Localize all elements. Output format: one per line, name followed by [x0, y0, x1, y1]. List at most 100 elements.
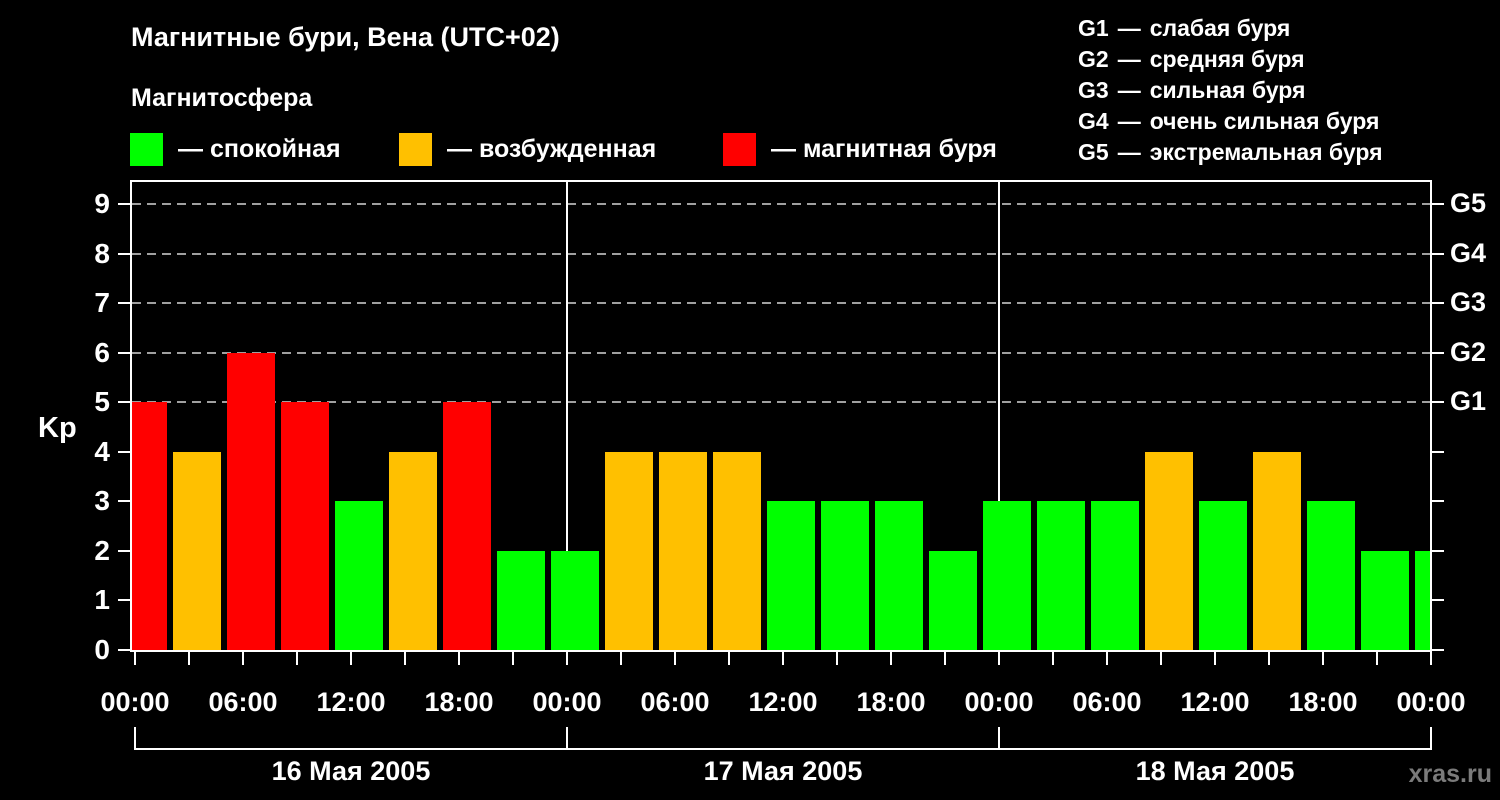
kp-bar — [497, 550, 545, 650]
x-axis-tick — [188, 652, 190, 665]
date-bracket-tick — [1430, 727, 1432, 750]
y-axis-tick — [118, 401, 130, 404]
g4-code: G4 — [1078, 108, 1109, 134]
x-axis-tick — [836, 652, 838, 665]
x-tick-label: 18:00 — [1288, 687, 1358, 717]
legend-item-storm: — магнитная буря — [723, 133, 997, 166]
date-label: 18 Мая 2005 — [1135, 756, 1295, 786]
right-axis-tick — [1432, 401, 1444, 404]
gridline-kp7 — [132, 302, 1430, 305]
day-divider-line — [998, 182, 1000, 650]
x-axis-tick — [782, 652, 784, 665]
legend-label-quiet: — спокойная — [178, 135, 341, 163]
right-axis-tick — [1432, 500, 1444, 503]
right-axis-tick — [1432, 252, 1444, 255]
right-axis-tick — [1432, 599, 1444, 602]
x-axis-tick — [1214, 652, 1216, 665]
g5-desc: экстремальная буря — [1149, 139, 1383, 165]
plot-border-top — [130, 180, 1432, 182]
kp-bar — [1253, 451, 1301, 650]
x-axis-tick — [1322, 652, 1324, 665]
kp-bar — [1037, 501, 1085, 650]
y-tick-label: 7 — [94, 287, 110, 319]
x-tick-label: 12:00 — [316, 687, 386, 717]
y-axis-tick — [118, 302, 130, 305]
x-axis-tick — [890, 652, 892, 665]
gridline-kp8 — [132, 252, 1430, 255]
g-legend-row-g3: G3 — сильная буря — [1078, 75, 1383, 106]
g5-separator: — — [1117, 139, 1141, 165]
kp-bar — [1091, 501, 1139, 650]
y-axis-tick — [118, 252, 130, 255]
x-axis-tick — [404, 652, 406, 665]
g-scale-legend: G1 — слабая буря G2 — средняя буря G3 — сильна… — [1078, 13, 1383, 168]
kp-bar — [335, 501, 383, 650]
right-axis-line — [1430, 180, 1432, 652]
g2-desc: средняя буря — [1149, 46, 1305, 72]
x-axis-tick — [1268, 652, 1270, 665]
y-axis-tick — [118, 450, 130, 453]
day-divider-line — [566, 182, 568, 650]
x-tick-label: 18:00 — [856, 687, 926, 717]
g-axis-label-g1: G1 — [1450, 386, 1487, 417]
g3-desc: сильная буря — [1149, 77, 1306, 103]
date-bracket-line — [134, 748, 1430, 750]
y-tick-label: 8 — [94, 237, 110, 269]
y-tick-label: 1 — [94, 584, 110, 616]
x-tick-label: 06:00 — [1072, 687, 1142, 717]
x-axis-tick — [512, 652, 514, 665]
g4-separator: — — [1117, 108, 1141, 134]
kp-bar — [1361, 550, 1409, 650]
g-axis-label-g5: G5 — [1450, 187, 1487, 218]
g-axis-label-g4: G4 — [1450, 237, 1487, 268]
right-axis-tick — [1432, 302, 1444, 305]
x-axis-tick — [998, 652, 1000, 665]
y-tick-label: 2 — [94, 534, 110, 566]
right-axis-tick — [1432, 202, 1444, 205]
x-axis-tick — [1376, 652, 1378, 665]
right-axis-tick — [1432, 351, 1444, 354]
x-axis-tick — [1052, 652, 1054, 665]
kp-bar — [659, 451, 707, 650]
legend-label-storm: — магнитная буря — [771, 135, 997, 163]
kp-bar — [281, 402, 329, 650]
x-axis-tick — [620, 652, 622, 665]
g2-separator: — — [1117, 46, 1141, 72]
g5-code: G5 — [1078, 139, 1109, 165]
y-tick-label: 6 — [94, 336, 110, 368]
y-tick-label: 9 — [94, 187, 110, 219]
y-tick-label: 3 — [94, 485, 110, 517]
y-tick-label: 5 — [94, 386, 110, 418]
x-tick-label: 06:00 — [640, 687, 710, 717]
x-axis-tick — [134, 652, 136, 665]
y-axis-tick — [118, 351, 130, 354]
y-axis-title: Kp — [38, 412, 77, 444]
storm-color-swatch — [723, 133, 756, 166]
gridline-kp9 — [132, 202, 1430, 205]
g1-separator: — — [1117, 15, 1141, 41]
x-tick-label: 00:00 — [532, 687, 602, 717]
kp-bar — [1307, 501, 1355, 650]
x-axis-tick — [350, 652, 352, 665]
gridline-kp6 — [132, 351, 1430, 354]
right-axis-tick — [1432, 549, 1444, 552]
g-legend-row-g2: G2 — средняя буря — [1078, 44, 1383, 75]
legend-item-excited: — возбужденная — [399, 133, 656, 166]
x-axis-line — [130, 650, 1432, 652]
date-label: 16 Мая 2005 — [271, 756, 431, 786]
excited-color-swatch — [399, 133, 432, 166]
g-legend-row-g1: G1 — слабая буря — [1078, 13, 1383, 44]
g-axis-label-g2: G2 — [1450, 336, 1487, 367]
kp-bar — [551, 550, 599, 650]
legend-item-quiet: — спокойная — [130, 133, 341, 166]
y-axis-tick — [118, 500, 130, 503]
x-axis-tick — [944, 652, 946, 665]
kp-bar — [875, 501, 923, 650]
kp-bar — [227, 352, 275, 650]
x-tick-label: 00:00 — [100, 687, 170, 717]
y-tick-label: 0 — [94, 634, 110, 665]
g-legend-row-g4: G4 — очень сильная буря — [1078, 106, 1383, 137]
date-bracket-tick — [134, 727, 136, 750]
x-axis-tick — [1160, 652, 1162, 665]
